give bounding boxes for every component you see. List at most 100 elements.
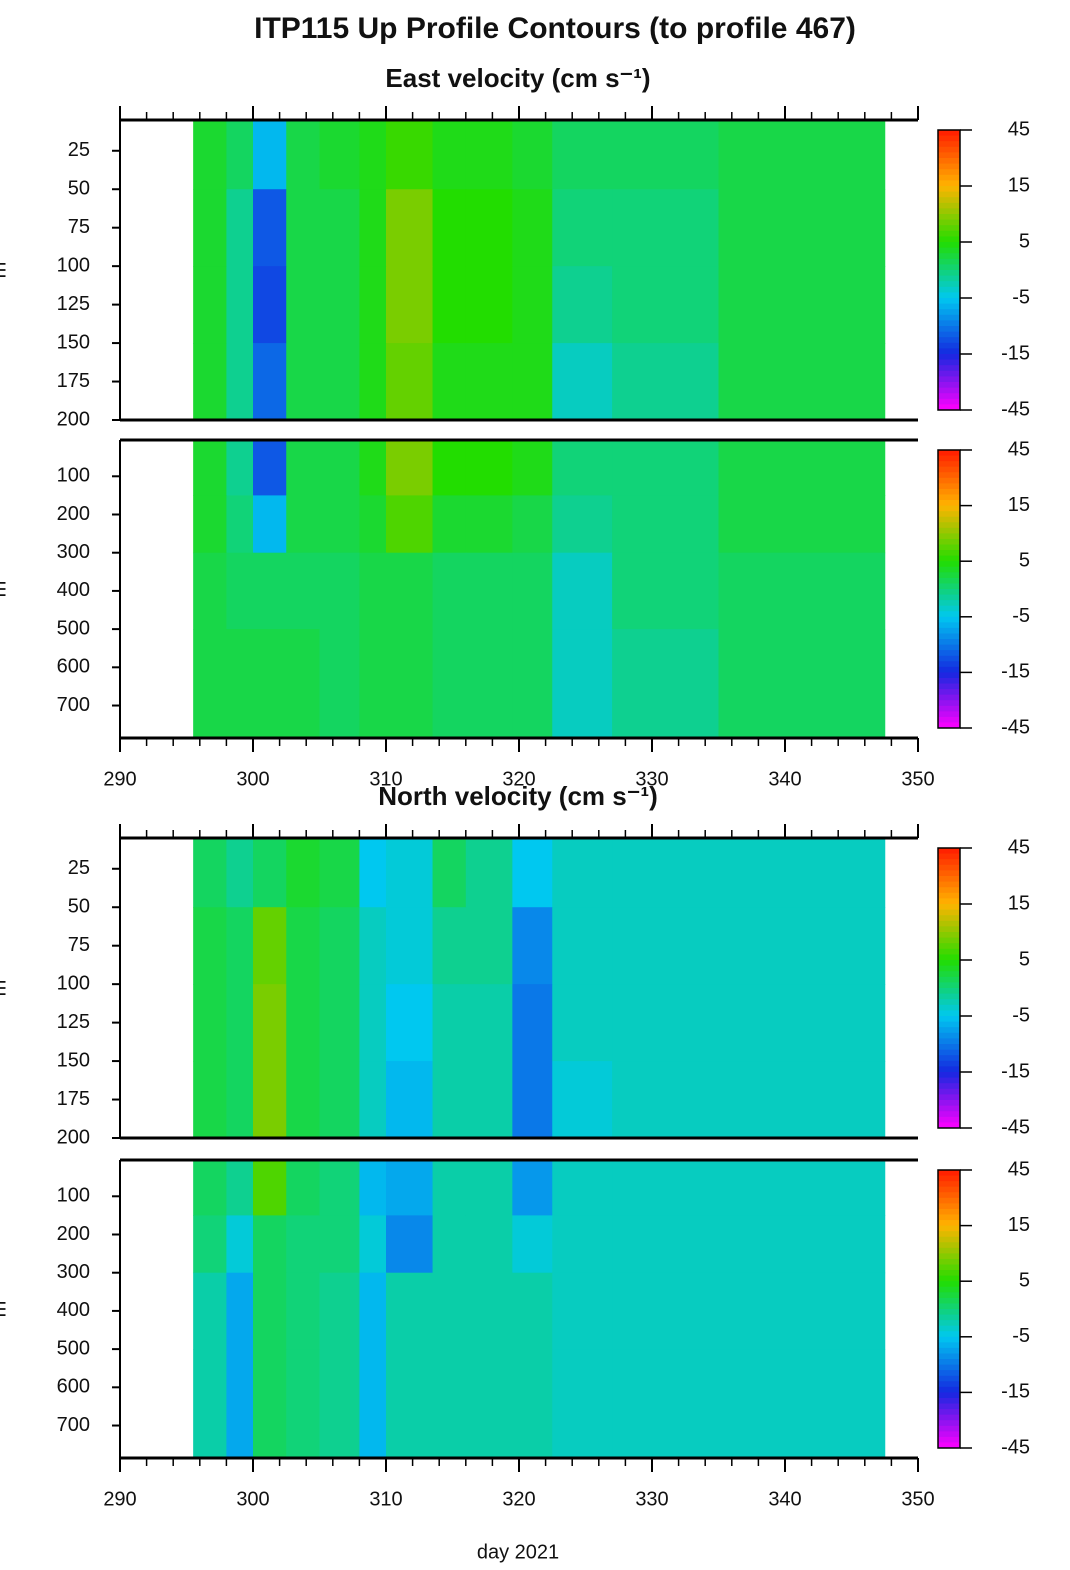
colorbar-segment	[938, 242, 960, 249]
y-tick-label: 300	[57, 541, 90, 563]
colorbar-segment	[938, 163, 960, 170]
heat-cell	[612, 1272, 719, 1350]
colorbar-segment	[938, 1270, 960, 1277]
colorbar-segment	[938, 1027, 960, 1034]
colorbar-tick-label: 15	[1008, 1214, 1030, 1236]
colorbar-frame	[937, 847, 961, 1129]
colorbar-segment	[938, 1100, 960, 1107]
colorbar-segment	[938, 1088, 960, 1095]
heat-cell	[193, 907, 227, 985]
colorbar-tick-label: 15	[1008, 174, 1030, 196]
colorbar-tick-label: -15	[1001, 1060, 1030, 1082]
heat-cell	[386, 1215, 434, 1274]
colorbar-frame	[937, 129, 961, 411]
heat-cell	[432, 495, 467, 554]
colorbar-segment	[938, 1197, 960, 1204]
colorbar-segment	[938, 135, 960, 142]
colorbar-segment	[938, 477, 960, 484]
colorbar-segment	[938, 1122, 960, 1129]
heat-cell	[253, 1061, 287, 1139]
heat-cell	[359, 266, 387, 344]
panel-title: North velocity (cm s⁻¹)	[378, 781, 658, 811]
y-tick-label: 50	[68, 896, 90, 918]
colorbar-segment	[938, 130, 960, 137]
heat-cell	[286, 1061, 320, 1139]
colorbar-segment	[938, 1116, 960, 1123]
colorbar-segment	[938, 932, 960, 939]
colorbar-segment	[938, 965, 960, 972]
colorbar-segment	[938, 633, 960, 640]
colorbar-segment	[938, 354, 960, 361]
heat-cell	[432, 343, 467, 421]
y-tick-label: 300	[57, 1261, 90, 1283]
heat-cell	[386, 1272, 434, 1350]
heat-cell	[386, 1160, 434, 1216]
colorbar-segment	[938, 488, 960, 495]
heat-cell	[552, 495, 613, 554]
colorbar-segment	[938, 1072, 960, 1079]
colorbar-segment	[938, 292, 960, 299]
colorbar-segment	[938, 1303, 960, 1310]
colorbar-segment	[938, 583, 960, 590]
heat-cell	[432, 629, 467, 739]
colorbar-segment	[938, 281, 960, 288]
heat-cell	[432, 266, 467, 344]
colorbar-segment	[938, 230, 960, 237]
heat-cell	[612, 343, 719, 421]
colorbar-segment	[938, 348, 960, 355]
heat-cell	[512, 552, 553, 630]
colorbar-tick-label: -15	[1001, 661, 1030, 683]
heat-cell	[718, 120, 886, 190]
heat-cell	[359, 189, 387, 267]
heat-cell	[432, 189, 467, 267]
y-axis-label: m	[0, 980, 10, 997]
heat-cell	[512, 266, 553, 344]
colorbar-segment	[938, 1175, 960, 1182]
heat-cell	[552, 189, 613, 267]
heat-cell	[253, 984, 287, 1062]
colorbar-segment	[938, 1314, 960, 1321]
y-tick-label: 175	[57, 370, 90, 392]
colorbar-segment	[938, 722, 960, 729]
colorbar-segment	[938, 960, 960, 967]
y-tick-label: 500	[57, 1337, 90, 1359]
colorbar-segment	[938, 1281, 960, 1288]
heat-cell	[193, 440, 227, 496]
heat-cell	[193, 552, 227, 630]
colorbar-segment	[938, 359, 960, 366]
heat-cell	[465, 838, 513, 908]
heat-cell	[319, 1272, 360, 1350]
colorbar-segment	[938, 1425, 960, 1432]
heat-cell	[226, 629, 254, 739]
colorbar-segment	[938, 915, 960, 922]
colorbar-segment	[938, 887, 960, 894]
heat-cell	[432, 120, 467, 190]
colorbar-segment	[938, 627, 960, 634]
colorbar-segment	[938, 876, 960, 883]
heat-cell	[718, 1272, 886, 1350]
heat-cell	[193, 1215, 227, 1274]
colorbar-segment	[938, 677, 960, 685]
heat-cell	[359, 1061, 387, 1139]
heat-cell	[226, 120, 254, 190]
heat-cell	[253, 440, 287, 496]
heat-cell	[465, 1061, 513, 1139]
colorbar-segment	[938, 1181, 960, 1188]
heat-cell	[465, 1160, 513, 1216]
colorbar-segment	[938, 466, 960, 473]
colorbar-segment	[938, 639, 960, 646]
heat-cell	[286, 1349, 320, 1459]
colorbar-segment	[938, 1297, 960, 1304]
y-tick-label: 125	[57, 1011, 90, 1033]
colorbar-segment	[938, 516, 960, 523]
colorbar-segment	[938, 152, 960, 159]
colorbar-segment	[938, 672, 960, 679]
heat-cell	[193, 266, 227, 344]
heat-cell	[386, 838, 434, 908]
colorbar-tick-label: -45	[1001, 1116, 1030, 1138]
colorbar-segment	[938, 337, 960, 344]
colorbar-segment	[938, 948, 960, 955]
colorbar-segment	[938, 705, 960, 712]
heat-cell	[286, 266, 320, 344]
colorbar-segment	[938, 1375, 960, 1382]
